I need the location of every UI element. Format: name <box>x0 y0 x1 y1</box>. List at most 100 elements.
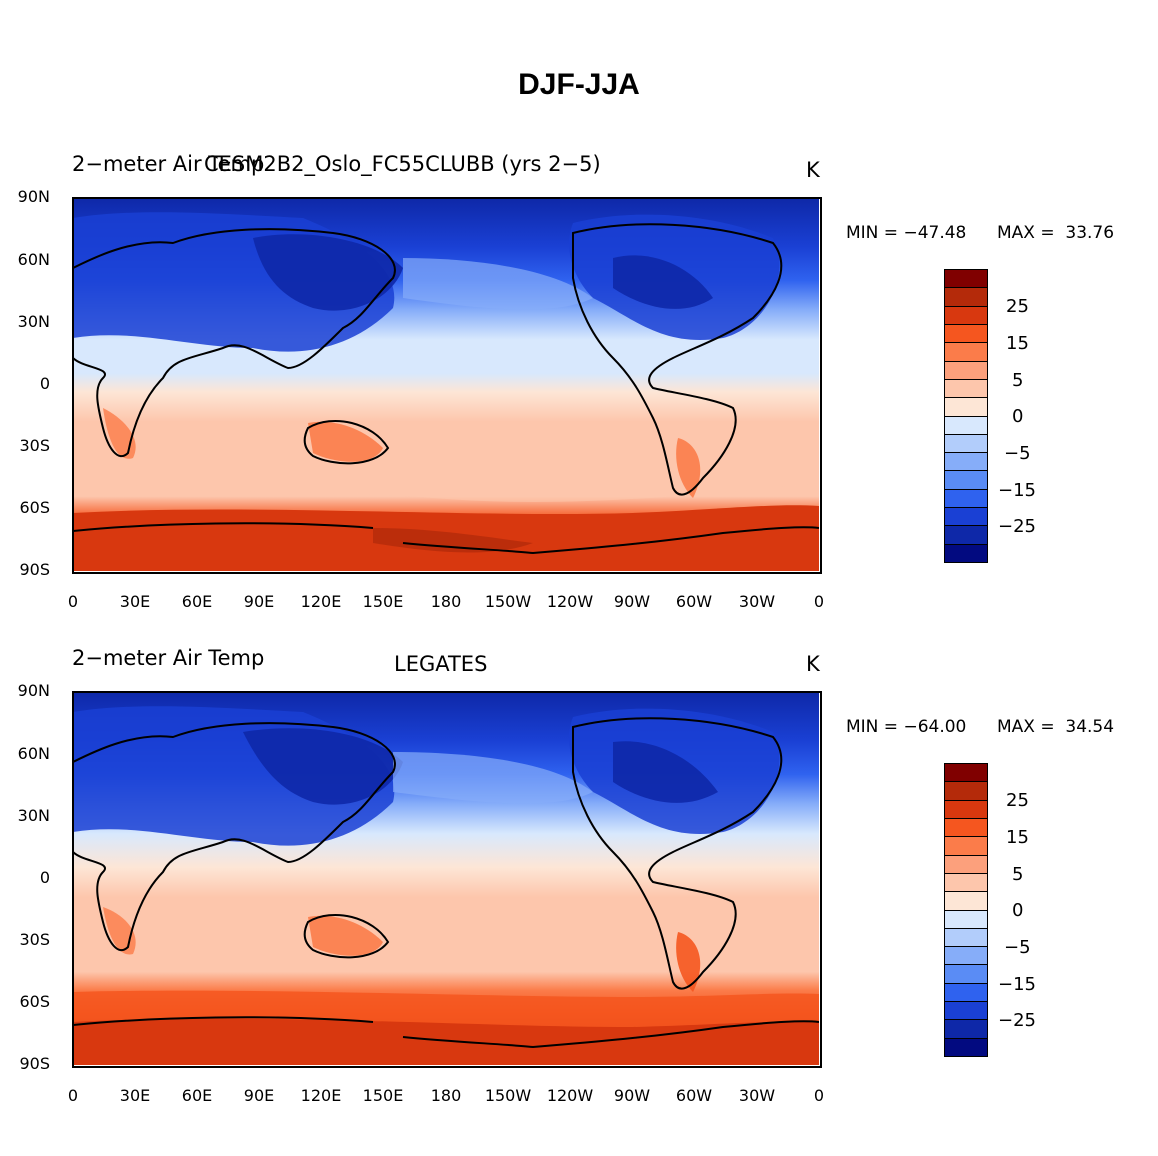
x-tick-label: 30E <box>119 1086 151 1105</box>
colorbar-label: 25 <box>1006 296 1029 317</box>
colorbar-label: −15 <box>998 974 1036 995</box>
panel-center-title: CESM2B2_Oslo_FC55CLUBB (yrs 2−5) <box>204 152 601 176</box>
y-tick-label: 60S <box>19 992 50 1011</box>
colorbar-swatch <box>944 269 988 288</box>
colorbar-swatch <box>944 854 988 874</box>
colorbar-label: −5 <box>1004 443 1031 464</box>
x-tick-label: 90W <box>613 592 651 611</box>
min-value: MIN = −47.48 <box>846 223 967 243</box>
colorbar-swatch <box>944 1001 988 1020</box>
x-tick-label: 90E <box>243 1086 275 1105</box>
y-tick-label: 90N <box>17 681 50 700</box>
panel-observations: 2−meter Air Temp LEGATES K MIN = −64.00 … <box>0 494 1158 1105</box>
colorbar-swatch <box>944 433 988 453</box>
y-tick-label: 30S <box>19 930 50 949</box>
colorbar-label: 0 <box>1012 900 1024 921</box>
colorbar-swatch <box>944 287 988 307</box>
temperature-field-map <box>73 692 819 1065</box>
x-tick-label: 120W <box>546 592 594 611</box>
y-tick-label: 60S <box>19 498 50 517</box>
colorbar-swatch <box>944 378 988 398</box>
colorbar-swatch <box>944 964 988 984</box>
x-tick-label: 120E <box>300 1086 342 1105</box>
colorbar-swatch <box>944 1037 988 1057</box>
x-tick-label: 150E <box>362 1086 404 1105</box>
y-tick-label: 60N <box>17 744 50 763</box>
max-value: MAX = 34.54 <box>997 717 1115 737</box>
colorbar-swatch <box>944 927 988 947</box>
colorbar-label: 5 <box>1012 864 1024 885</box>
colorbar-label: −25 <box>998 1010 1036 1031</box>
colorbar-swatch <box>944 323 988 343</box>
colorbar-swatch <box>944 305 988 325</box>
y-tick-label: 30S <box>19 436 50 455</box>
x-tick-label: 0 <box>67 592 79 611</box>
panel-units: K <box>806 652 820 676</box>
colorbar-swatch <box>944 360 988 380</box>
x-tick-label: 30W <box>738 1086 776 1105</box>
x-tick-label: 60W <box>675 592 713 611</box>
colorbar-label: −5 <box>1004 937 1031 958</box>
max-value: MAX = 33.76 <box>997 223 1115 243</box>
x-tick-label: 0 <box>67 1086 79 1105</box>
y-tick-label: 30N <box>17 806 50 825</box>
colorbar-swatch <box>944 1019 988 1039</box>
colorbar-label: 5 <box>1012 370 1024 391</box>
colorbar-swatch <box>944 507 988 526</box>
colorbar-swatch <box>944 872 988 892</box>
map-frame <box>72 197 822 574</box>
colorbar <box>944 763 988 1057</box>
x-tick-label: 90W <box>613 1086 651 1105</box>
x-tick-label: 60E <box>181 592 213 611</box>
x-tick-label: 0 <box>813 592 825 611</box>
colorbar-swatch <box>944 799 988 819</box>
y-tick-label: 90N <box>17 187 50 206</box>
x-tick-label: 30E <box>119 592 151 611</box>
colorbar-swatch <box>944 452 988 471</box>
colorbar-label: 15 <box>1006 827 1029 848</box>
colorbar-swatch <box>944 342 988 362</box>
x-tick-label: 150W <box>484 1086 532 1105</box>
colorbar-swatch <box>944 397 988 416</box>
x-tick-label: 180 <box>430 1086 462 1105</box>
x-tick-label: 60E <box>181 1086 213 1105</box>
colorbar-swatch <box>944 836 988 856</box>
y-tick-label: 60N <box>17 250 50 269</box>
x-tick-label: 180 <box>430 592 462 611</box>
colorbar-swatch <box>944 982 988 1002</box>
x-tick-label: 150E <box>362 592 404 611</box>
y-tick-label: 0 <box>39 374 50 393</box>
colorbar-label: 15 <box>1006 333 1029 354</box>
y-tick-label: 0 <box>39 868 50 887</box>
colorbar-swatch <box>944 763 988 782</box>
panel-center-title: LEGATES <box>394 652 488 676</box>
colorbar-swatch <box>944 946 988 965</box>
panel-units: K <box>806 158 820 182</box>
y-tick-label: 30N <box>17 312 50 331</box>
x-tick-label: 30W <box>738 592 776 611</box>
colorbar-label: −25 <box>998 516 1036 537</box>
colorbar-swatch <box>944 415 988 435</box>
colorbar-label: 25 <box>1006 790 1029 811</box>
temperature-field-map <box>73 198 819 571</box>
colorbar-swatch <box>944 470 988 490</box>
colorbar-swatch <box>944 909 988 929</box>
colorbar-label: −15 <box>998 480 1036 501</box>
x-tick-label: 120E <box>300 592 342 611</box>
x-tick-label: 0 <box>813 1086 825 1105</box>
panel-left-title: 2−meter Air Temp <box>72 646 265 670</box>
figure-title: DJF-JJA <box>518 68 640 101</box>
colorbar-swatch <box>944 891 988 910</box>
colorbar-swatch <box>944 543 988 563</box>
panel-model: 2−meter Air Temp CESM2B2_Oslo_FC55CLUBB … <box>0 0 1158 611</box>
x-tick-label: 150W <box>484 592 532 611</box>
map-frame <box>72 691 822 1068</box>
panel-left-title: 2−meter Air Temp <box>72 152 265 176</box>
colorbar-label: 0 <box>1012 406 1024 427</box>
min-value: MIN = −64.00 <box>846 717 967 737</box>
colorbar-swatch <box>944 525 988 545</box>
colorbar-swatch <box>944 781 988 801</box>
x-tick-label: 60W <box>675 1086 713 1105</box>
x-tick-label: 90E <box>243 592 275 611</box>
x-tick-label: 120W <box>546 1086 594 1105</box>
